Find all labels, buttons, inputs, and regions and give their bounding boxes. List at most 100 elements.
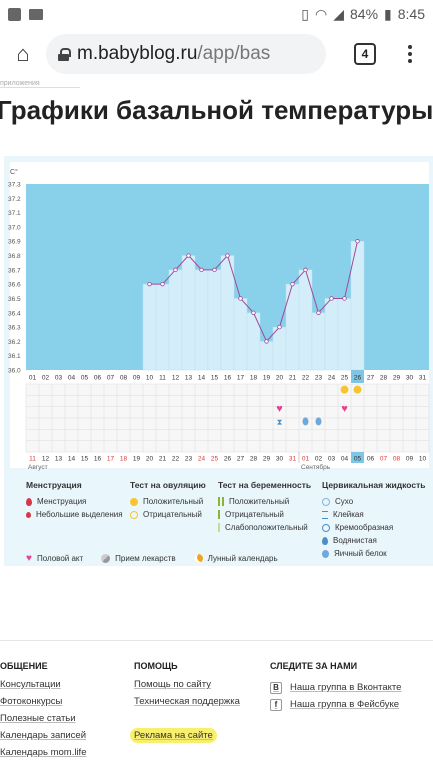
y-tick-label: 36.9 [8, 239, 21, 246]
legend-label: Отрицательный [225, 510, 284, 519]
status-left [8, 7, 43, 21]
legend-item: Сухо [322, 495, 425, 508]
legend-item: Прием лекарств [101, 552, 176, 565]
day-label: 23 [315, 375, 323, 382]
temperature-point [160, 281, 165, 287]
temperature-point [251, 310, 256, 315]
small-drop-icon [26, 511, 31, 518]
temperature-bar [181, 255, 196, 371]
legend-label: Половой акт [36, 554, 84, 563]
footer-help: ПОМОЩЬ Помощь по сайту Техническая подде… [130, 661, 240, 747]
watery-icon [322, 536, 328, 545]
footer-link-support[interactable]: Техническая поддержка [134, 696, 240, 707]
url-host: m.babyblog.ru [77, 43, 198, 64]
date-label: 19 [133, 456, 141, 463]
temperature-bar [311, 312, 326, 371]
breadcrumb[interactable]: приложения [0, 80, 80, 88]
folder-notification-icon [29, 8, 43, 20]
legend-item: Небольшие выделения [26, 508, 123, 521]
date-label: 04 [341, 456, 349, 463]
legend-item: ♥ Половой акт [26, 552, 83, 565]
day-label: 22 [302, 375, 310, 382]
facebook-notification-icon [8, 7, 21, 21]
clock: 8:45 [397, 6, 425, 22]
one-line-icon [218, 510, 220, 519]
date-label: 30 [276, 456, 284, 463]
legend-item: Положительный [218, 495, 311, 508]
footer-link-consultations[interactable]: Консультации [0, 679, 61, 690]
sticky-marker: ⧗ [277, 417, 283, 426]
footer-link-site-help[interactable]: Помощь по сайту [134, 679, 211, 690]
footer-link-articles[interactable]: Полезные статьи [0, 713, 76, 724]
day-label: 17 [237, 375, 245, 382]
social-label: Наша группа в Фейсбуке [290, 699, 400, 710]
legend-label: Менструация [37, 497, 87, 506]
day-label: 01 [29, 375, 37, 382]
temperature-bar [168, 269, 183, 371]
ovulation-positive-marker [353, 385, 362, 394]
temperature-bar [259, 341, 274, 371]
sticky-icon [322, 510, 328, 519]
day-label: 15 [211, 375, 219, 382]
battery-level: 84% [350, 6, 379, 22]
date-label: 21 [159, 456, 167, 463]
date-label: 17 [107, 456, 115, 463]
date-label: 20 [146, 456, 154, 463]
address-bar[interactable]: m.babyblog.ru/app/bas [46, 34, 326, 74]
tab-switcher-button[interactable]: 4 [354, 43, 376, 65]
legend-pregnancy: Тест на беременность Положительный Отриц… [218, 480, 311, 534]
temperature-point [173, 267, 178, 273]
heart-icon: ♥ [26, 552, 32, 564]
date-label: 15 [81, 456, 89, 463]
footer-community: ОБЩЕНИЕ Консультации Фотоконкурсы Полезн… [0, 661, 86, 764]
temperature-point [329, 296, 334, 301]
legend-label: Водянистая [333, 536, 377, 545]
home-icon[interactable]: ⌂ [16, 41, 30, 66]
day-label: 29 [393, 375, 401, 382]
legend-item: Отрицательный [218, 508, 311, 521]
vibrate-icon: ▯ [301, 5, 309, 22]
day-label: 10 [146, 375, 154, 382]
bbt-chart: С° 36.0 36.1 36.2 36.3 36.4 36.5 36.6 36.7 36.8 36… [8, 162, 430, 471]
yellow-ring-icon [130, 510, 138, 519]
y-tick-label: 36.8 [8, 253, 21, 260]
date-label: 10 [419, 456, 427, 463]
y-tick-label: 36.3 [8, 325, 21, 332]
legend-label: Отрицательный [143, 510, 202, 519]
legend-item: Кремообразная [322, 521, 425, 534]
footer-link-calendar[interactable]: Календарь записей [0, 730, 87, 741]
day-label: 05 [81, 375, 89, 382]
legend-label: Сухо [335, 497, 354, 506]
signal-icon: ◢ [333, 5, 344, 22]
y-tick-label: 36.2 [8, 339, 21, 346]
highlighted-link-text: Реклама на сайте [130, 728, 217, 743]
temperature-point [199, 267, 204, 273]
day-label: 14 [198, 375, 206, 382]
footer-link-ads[interactable]: Реклама на сайте [130, 728, 240, 747]
date-label: 02 [315, 456, 323, 463]
temperature-point [186, 253, 191, 258]
date-label: 14 [68, 456, 76, 463]
status-right: ▯ ◠ ◢ 84% ▮ 8:45 [301, 6, 425, 23]
day-label: 24 [328, 375, 336, 382]
day-label: 21 [289, 375, 297, 382]
date-label: 09 [406, 456, 414, 463]
ovulation-positive-marker [340, 385, 349, 394]
date-label: 31 [289, 456, 297, 463]
y-tick-label: 37.1 [8, 210, 21, 217]
y-tick-label: 37.0 [8, 224, 21, 231]
temperature-bar [272, 326, 287, 371]
date-label: 01 [302, 456, 310, 463]
footer-heading: СЛЕДИТЕ ЗА НАМИ [270, 661, 358, 671]
footer-link-momlife[interactable]: Календарь mom.life [0, 747, 87, 758]
overflow-menu-icon[interactable] [400, 41, 420, 67]
date-label: 24 [198, 456, 206, 463]
legend-item: Слабоположительный [218, 521, 311, 534]
facebook-group-link[interactable]: f Наша группа в Фейсбуке [270, 696, 401, 713]
date-label: 25 [211, 456, 219, 463]
temperature-bar [220, 255, 235, 371]
legend-label: Положительный [143, 497, 204, 506]
footer-link-photo-contests[interactable]: Фотоконкурсы [0, 696, 63, 707]
day-label: 16 [224, 375, 232, 382]
vk-group-link[interactable]: B Наша группа в Вконтакте [270, 679, 401, 696]
